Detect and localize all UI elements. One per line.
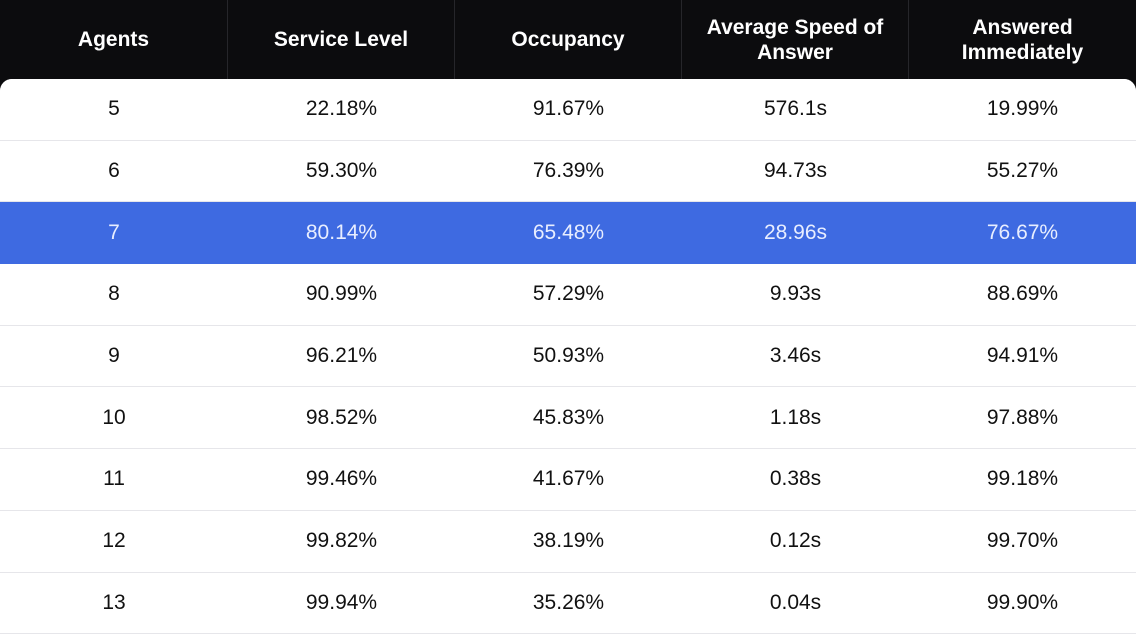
table-row[interactable]: 9 96.21% 50.93% 3.46s 94.91% <box>0 325 1136 388</box>
column-header-average-speed-of-answer[interactable]: Average Speed of Answer <box>682 0 909 79</box>
cell-answered-immediately: 55.27% <box>986 159 1059 183</box>
table-row[interactable]: 13 99.94% 35.26% 0.04s 99.90% <box>0 572 1136 635</box>
cell-service-level: 80.14% <box>305 220 378 244</box>
cell-service-level: 96.21% <box>305 344 378 368</box>
table-row[interactable]: 11 99.46% 41.67% 0.38s 99.18% <box>0 449 1136 511</box>
column-header-answered-immediately[interactable]: Answered Immediately <box>961 15 1084 64</box>
column-header-occupancy[interactable]: Occupancy <box>455 0 682 79</box>
cell-service-level: 90.99% <box>305 282 378 306</box>
cell-average-speed-of-answer: 576.1s <box>763 97 828 121</box>
table-row[interactable]: 12 99.82% 38.19% 0.12s 99.70% <box>0 510 1136 573</box>
cell-agents: 5 <box>108 97 120 121</box>
cell-answered-immediately: 76.67% <box>986 220 1059 244</box>
cell-average-speed-of-answer: 0.12s <box>769 529 822 553</box>
cell-service-level: 98.52% <box>305 405 378 429</box>
cell-agents: 10 <box>102 405 126 429</box>
cell-occupancy: 50.93% <box>532 344 605 368</box>
cell-occupancy: 41.67% <box>532 467 605 491</box>
cell-agents: 9 <box>108 344 120 368</box>
cell-agents: 12 <box>102 529 126 553</box>
cell-answered-immediately: 19.99% <box>986 97 1059 121</box>
table-row[interactable]: 10 98.52% 45.83% 1.18s 97.88% <box>0 387 1136 450</box>
table-row-selected[interactable]: 7 80.14% 65.48% 28.96s 76.67% <box>0 202 1136 265</box>
cell-occupancy: 45.83% <box>532 405 605 429</box>
cell-average-speed-of-answer: 3.46s <box>769 344 822 368</box>
cell-answered-immediately: 99.18% <box>986 467 1059 491</box>
table-row[interactable]: 5 22.18% 91.67% 576.1s 19.99% <box>0 79 1136 141</box>
cell-answered-immediately: 88.69% <box>986 282 1059 306</box>
cell-service-level: 22.18% <box>305 97 378 121</box>
table-body: 5 22.18% 91.67% 576.1s 19.99% 6 59.30% 7… <box>0 79 1136 639</box>
cell-occupancy: 91.67% <box>532 97 605 121</box>
cell-service-level: 99.46% <box>305 467 378 491</box>
cell-agents: 7 <box>108 220 120 244</box>
table-row[interactable]: 6 59.30% 76.39% 94.73s 55.27% <box>0 140 1136 203</box>
column-header-agents[interactable]: Agents <box>0 0 228 79</box>
cell-agents: 13 <box>102 590 126 614</box>
cell-occupancy: 35.26% <box>532 590 605 614</box>
table-row[interactable]: 8 90.99% 57.29% 9.93s 88.69% <box>0 264 1136 326</box>
cell-occupancy: 38.19% <box>532 529 605 553</box>
cell-answered-immediately: 99.70% <box>986 529 1059 553</box>
cell-occupancy: 57.29% <box>532 282 605 306</box>
cell-answered-immediately: 99.90% <box>986 590 1059 614</box>
cell-occupancy: 76.39% <box>532 159 605 183</box>
cell-average-speed-of-answer: 1.18s <box>769 405 822 429</box>
table-header: Agents Service Level Occupancy Average S… <box>0 0 1136 79</box>
column-header-service-level[interactable]: Service Level <box>228 0 455 79</box>
cell-answered-immediately: 97.88% <box>986 405 1059 429</box>
cell-agents: 6 <box>108 159 120 183</box>
cell-agents: 8 <box>108 282 120 306</box>
cell-service-level: 59.30% <box>305 159 378 183</box>
cell-average-speed-of-answer: 0.04s <box>769 590 822 614</box>
cell-average-speed-of-answer: 94.73s <box>763 159 828 183</box>
cell-average-speed-of-answer: 9.93s <box>769 282 822 306</box>
cell-service-level: 99.82% <box>305 529 378 553</box>
cell-answered-immediately: 94.91% <box>986 344 1059 368</box>
cell-agents: 11 <box>103 467 125 491</box>
cell-average-speed-of-answer: 28.96s <box>763 220 828 244</box>
cell-service-level: 99.94% <box>305 590 378 614</box>
cell-occupancy: 65.48% <box>532 220 605 244</box>
cell-average-speed-of-answer: 0.38s <box>769 467 822 491</box>
